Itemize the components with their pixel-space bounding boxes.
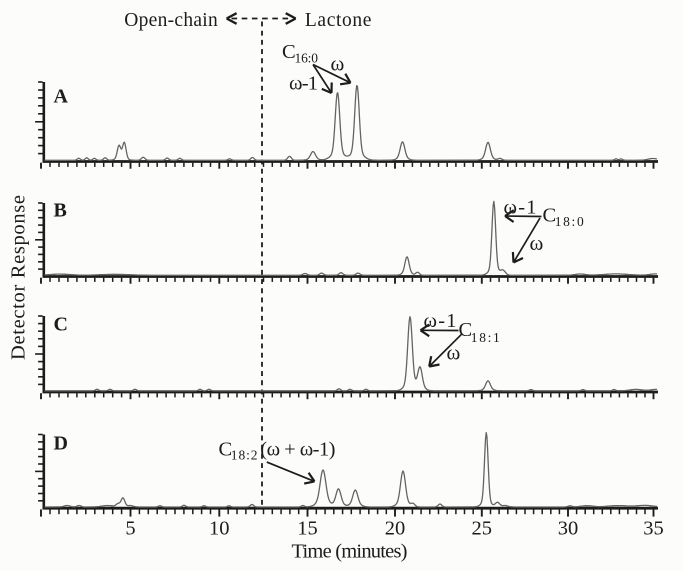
svg-text:15: 15 [297,518,318,540]
svg-text:5: 5 [125,518,135,540]
svg-text:ω: ω [530,231,544,255]
svg-text:Time (minutes): Time (minutes) [292,541,408,563]
svg-text:18:2: 18:2 [231,448,258,463]
svg-text:C: C [219,439,233,461]
svg-text:A: A [54,86,69,108]
svg-text:18:0: 18:0 [555,214,584,229]
svg-text:20: 20 [385,518,406,540]
svg-text:B: B [54,200,67,222]
svg-text:ω-1: ω-1 [289,72,318,94]
svg-text:C: C [282,41,296,63]
svg-text:ω: ω [331,52,345,76]
svg-text:25: 25 [472,518,493,540]
svg-text:C: C [543,205,557,227]
svg-text:Lactone: Lactone [305,10,372,31]
svg-text:ω: ω [447,341,461,365]
svg-text:Detector Response: Detector Response [7,195,29,360]
svg-text:ω-1: ω-1 [424,310,457,332]
svg-text:10: 10 [209,518,230,540]
svg-text:Open-chain: Open-chain [124,10,218,31]
svg-text:(ω + ω-1): (ω + ω-1) [260,439,335,461]
svg-text:18:1: 18:1 [471,330,500,345]
svg-text:35: 35 [643,518,664,540]
svg-text:C: C [459,319,473,341]
svg-text:C: C [54,314,68,336]
svg-text:16:0: 16:0 [295,50,319,65]
svg-text:30: 30 [558,518,579,540]
svg-text:ω-1: ω-1 [504,197,537,219]
svg-text:D: D [54,433,68,455]
